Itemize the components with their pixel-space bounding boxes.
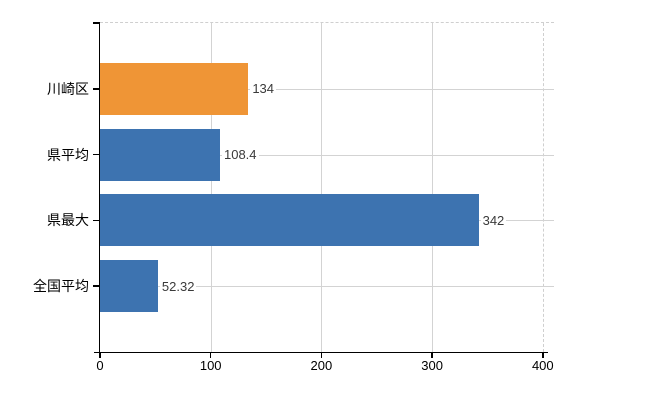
y-axis-tick (93, 88, 100, 90)
value-label: 52.32 (159, 278, 197, 294)
gridline-vertical-200 (321, 23, 323, 352)
gridline-horizontal (100, 154, 554, 156)
bar-全国平均 (100, 260, 158, 313)
category-label-全国平均: 全国平均 (33, 278, 89, 295)
gridline-horizontal (100, 286, 554, 288)
value-label: 342 (480, 212, 507, 228)
y-axis-tick (93, 219, 100, 222)
x-axis-tick-300 (431, 352, 433, 358)
y-axis-line (98, 23, 100, 352)
category-label-県最大: 県最大 (47, 212, 89, 229)
y-axis-tick (93, 285, 100, 287)
gridline-vertical-400 (542, 23, 544, 352)
bar-県最大 (100, 194, 479, 247)
x-axis-line (93, 351, 548, 353)
x-tick-label-400: 400 (531, 358, 554, 373)
x-axis-tick-400 (542, 352, 544, 358)
gridline-vertical-100 (210, 23, 212, 352)
value-label: 134 (250, 81, 277, 97)
category-label-川崎区: 川崎区 (47, 80, 89, 97)
x-axis-tick-0 (99, 352, 101, 358)
bar-県平均 (100, 128, 220, 181)
y-axis-tick (93, 153, 100, 156)
bar-川崎区 (100, 62, 249, 115)
x-axis-tick-100 (209, 352, 212, 358)
x-tick-label-200: 200 (310, 358, 333, 373)
x-tick-label-300: 300 (421, 358, 443, 373)
gridline-vertical-300 (432, 23, 434, 352)
category-label-県平均: 県平均 (47, 146, 89, 163)
gridline-horizontal (100, 88, 554, 90)
y-axis-tick-top (93, 22, 100, 24)
x-tick-label-0: 0 (96, 358, 104, 373)
x-axis-tick-200 (320, 352, 323, 358)
x-tick-label-100: 100 (199, 358, 222, 373)
value-label: 108.4 (221, 147, 259, 163)
plot-top-border (100, 22, 554, 23)
